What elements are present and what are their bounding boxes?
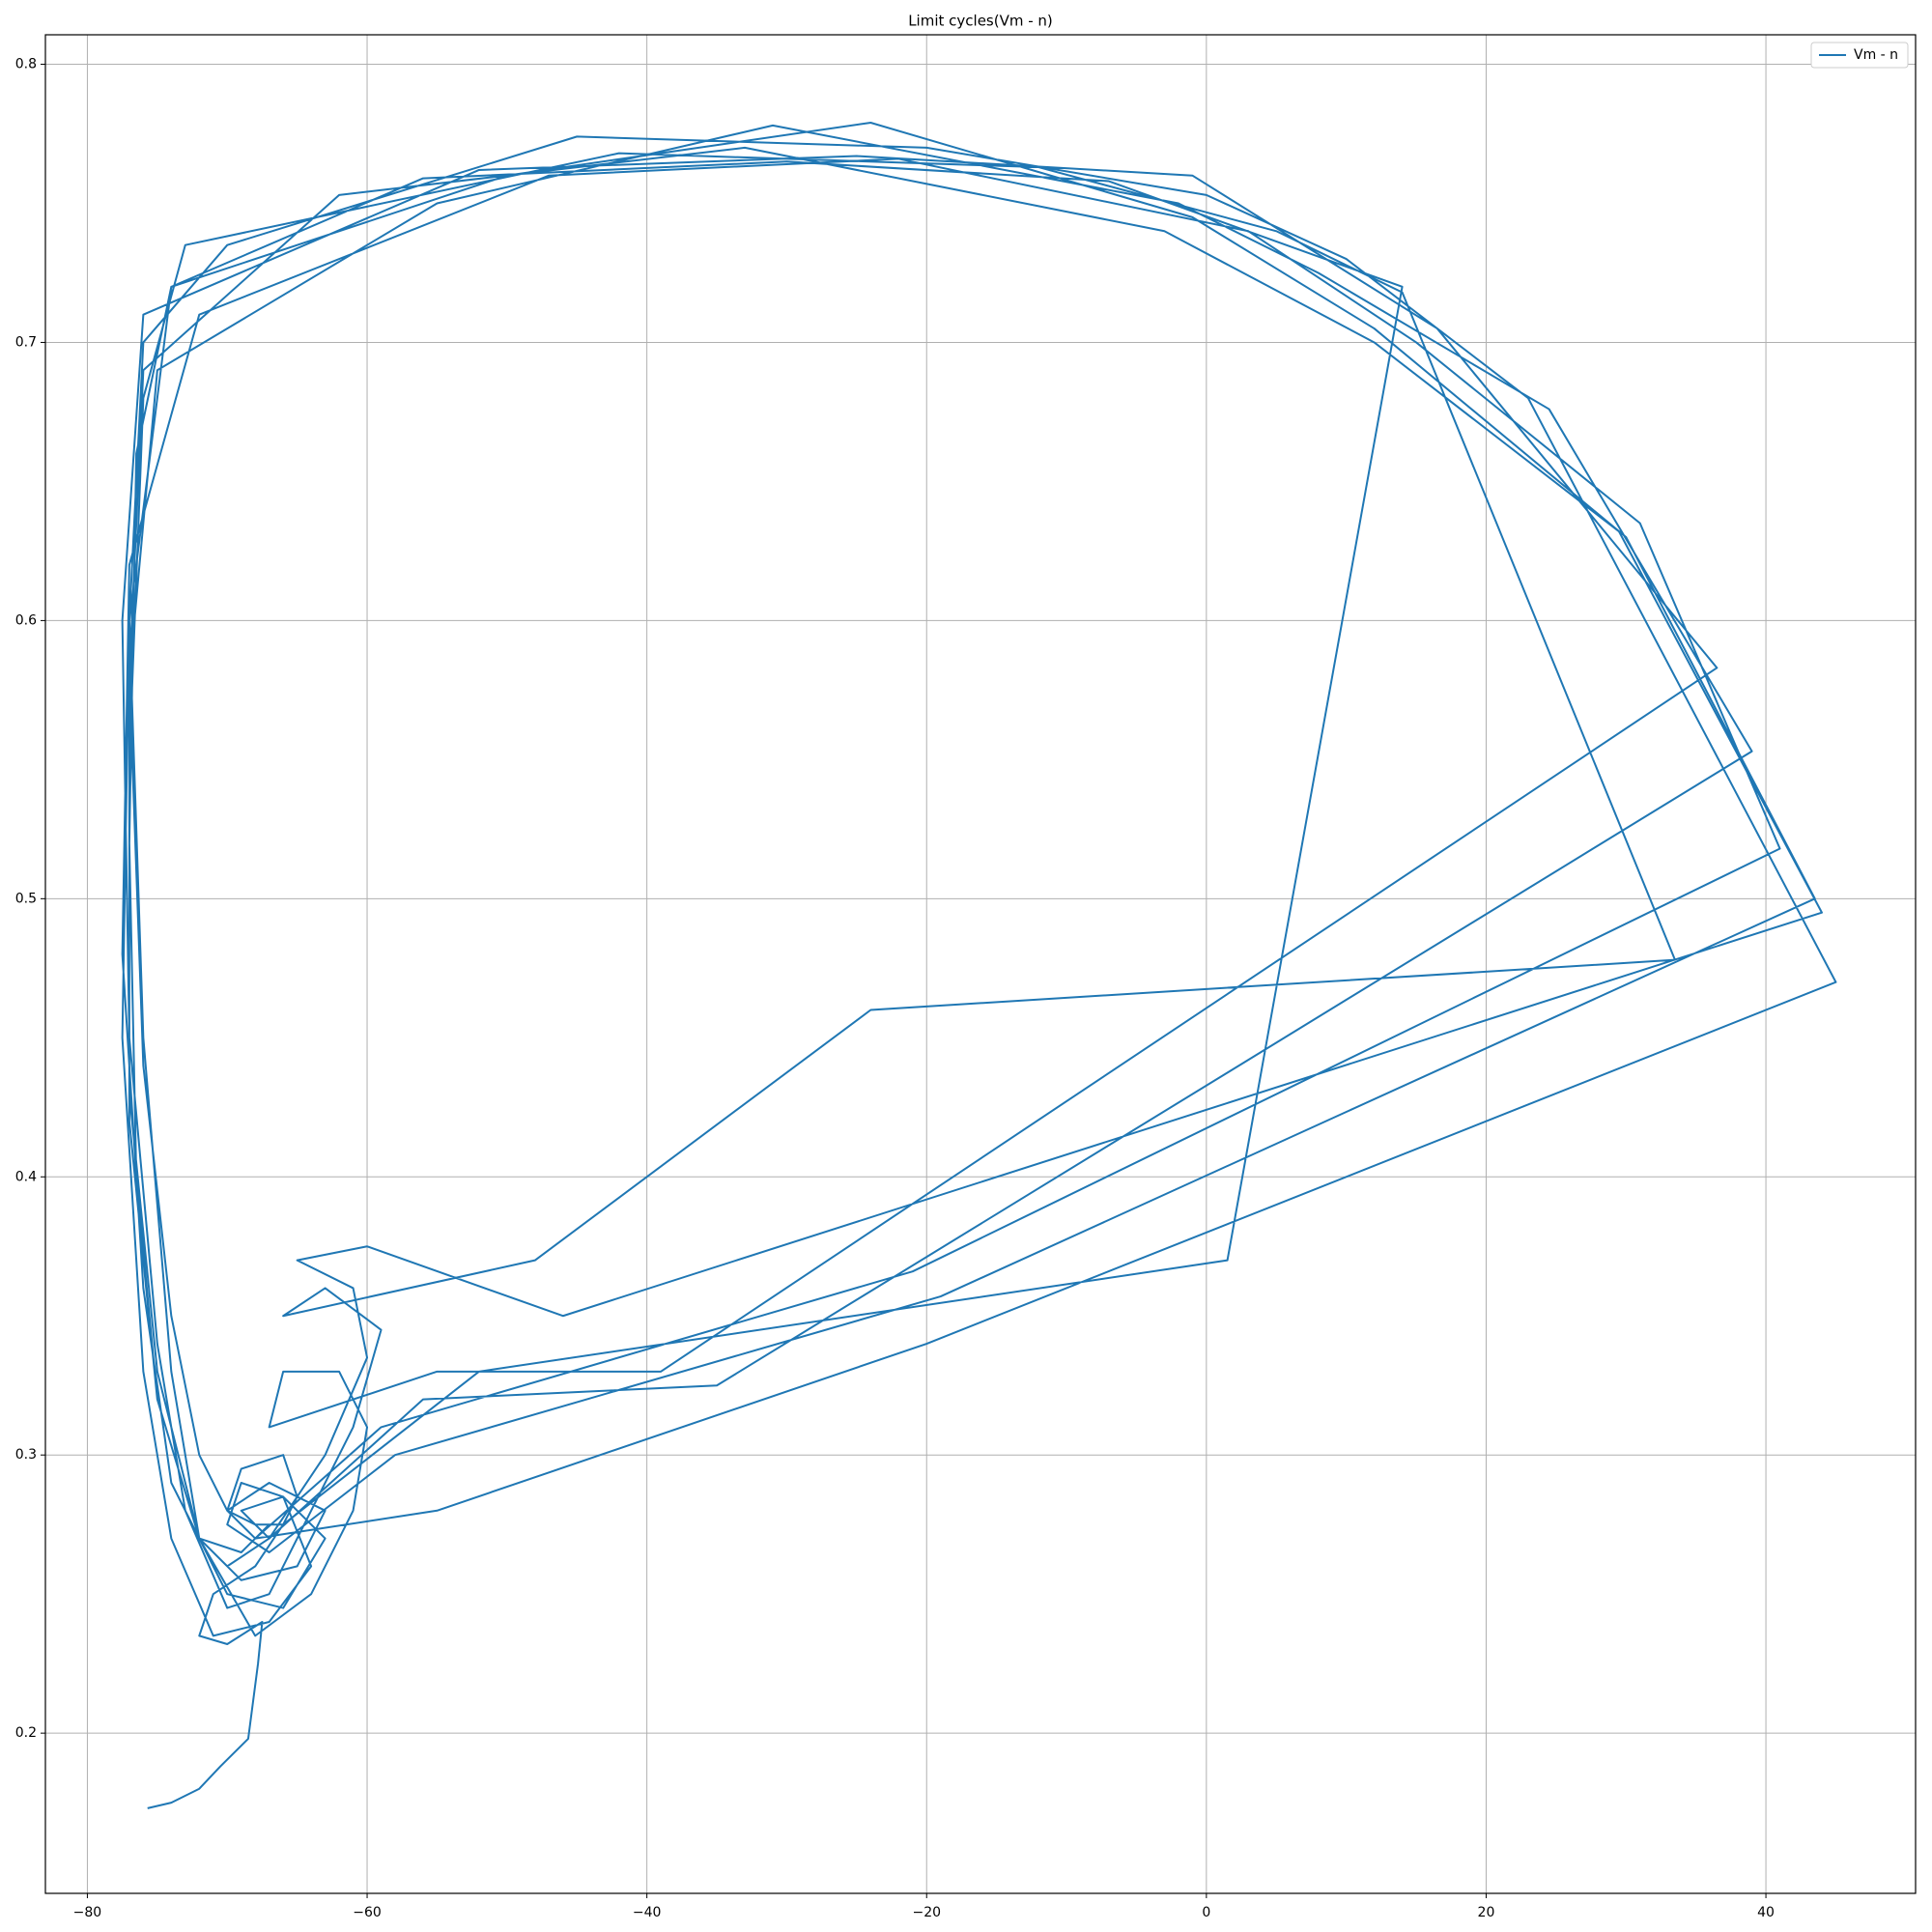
x-tick-label: 0 xyxy=(1202,1905,1210,1920)
axes-frame xyxy=(44,34,1917,1894)
legend-box xyxy=(1810,42,1909,69)
x-tick-label: −60 xyxy=(353,1905,382,1920)
legend-label: Vm - n xyxy=(1854,47,1898,63)
y-tick-label: 0.3 xyxy=(15,1447,37,1463)
data-line xyxy=(121,121,1837,1809)
x-tick-label: −40 xyxy=(633,1905,662,1920)
y-tick-label: 0.8 xyxy=(15,57,37,72)
chart-title: Limit cycles(Vm - n) xyxy=(908,13,1053,30)
y-tick-label: 0.2 xyxy=(15,1725,37,1741)
y-tick-label: 0.6 xyxy=(15,612,37,628)
x-tick-label: −20 xyxy=(912,1905,941,1920)
x-tick-label: −80 xyxy=(73,1905,102,1920)
x-tick-label: 20 xyxy=(1478,1905,1495,1920)
x-tick-label: 40 xyxy=(1757,1905,1775,1920)
y-tick-label: 0.5 xyxy=(15,891,37,906)
y-tick-label: 0.7 xyxy=(15,334,37,350)
y-tick-label: 0.4 xyxy=(15,1169,37,1184)
